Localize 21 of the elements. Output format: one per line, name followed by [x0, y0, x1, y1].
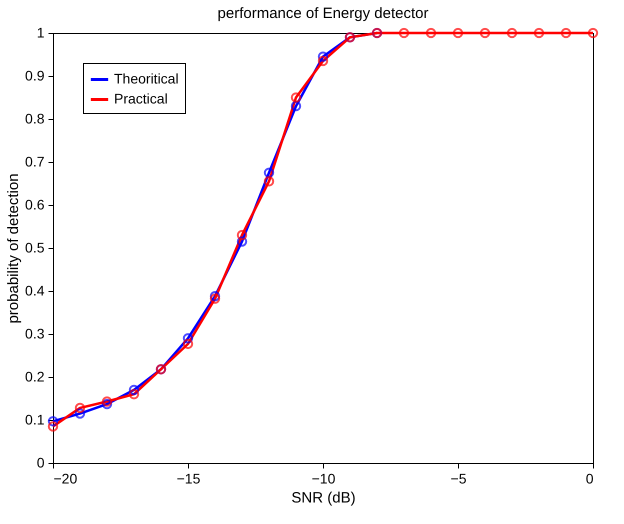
y-tick-label: 0.2: [25, 368, 45, 384]
x-tick-label: 0: [586, 470, 594, 486]
legend-label: Theoritical: [114, 70, 179, 86]
y-tick-label: 0.8: [25, 110, 45, 126]
y-tick-label: 0.6: [25, 196, 45, 212]
y-tick-label: 0.7: [25, 154, 45, 170]
x-axis-title: SNR (dB): [291, 490, 356, 506]
x-tick-label: −5: [450, 470, 467, 486]
y-tick-label: 0.4: [25, 282, 45, 298]
y-tick-label: 1: [36, 24, 45, 40]
y-tick-label: 0.1: [25, 412, 45, 428]
x-tick-label: −10: [312, 470, 336, 486]
chart-title: performance of Energy detector: [218, 4, 428, 22]
y-tick-label: 0.9: [25, 68, 45, 84]
x-tick-label: −20: [54, 470, 78, 486]
y-axis-title: probability of detection: [5, 173, 22, 324]
y-tick-label: 0.3: [25, 326, 45, 342]
x-tick-label: −15: [176, 470, 201, 486]
y-tick-label: 0: [36, 454, 45, 470]
y-tick-label: 0.5: [25, 240, 45, 256]
legend-label: Practical: [114, 90, 168, 106]
